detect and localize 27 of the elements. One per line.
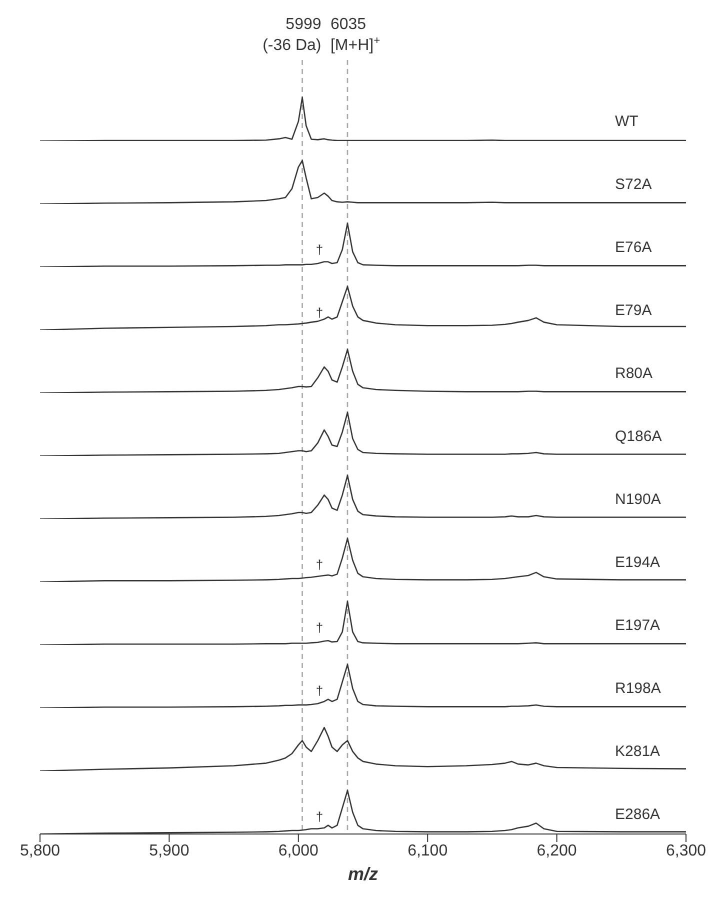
annotation: † <box>314 305 324 320</box>
x-tick-label: 6,100 <box>408 842 448 860</box>
series-label: E194A <box>615 554 660 571</box>
ref-line-label: 6035 [M+H]$^{+}$ <box>330 16 380 54</box>
x-tick-label: 6,000 <box>278 842 319 860</box>
series-label: WT <box>615 113 638 130</box>
annotation: † <box>314 557 324 572</box>
series-label: E286A <box>615 806 660 823</box>
series-label: E79A <box>615 302 652 319</box>
series-label: S72A <box>615 176 652 193</box>
series-label: Q186A <box>615 428 662 445</box>
ref-line-label: 5999 (-36 Da) <box>262 16 322 54</box>
series-label: E197A <box>615 617 660 634</box>
series-label: E76A <box>615 239 652 256</box>
annotation: † <box>314 683 324 698</box>
series-label: R80A <box>615 365 653 382</box>
series-label: K281A <box>615 743 660 760</box>
x-tick-label: 6,200 <box>536 842 577 860</box>
annotation: † <box>314 809 324 824</box>
series-label: R198A <box>615 680 661 697</box>
x-tick-label: 5,900 <box>149 842 190 860</box>
x-axis-title: m/z <box>348 864 378 884</box>
annotation: † <box>314 242 324 257</box>
annotation: † <box>314 620 324 635</box>
x-tick-label: 5,800 <box>20 842 60 860</box>
x-tick-label: 6,300 <box>666 842 706 860</box>
series-label: N190A <box>615 491 661 508</box>
